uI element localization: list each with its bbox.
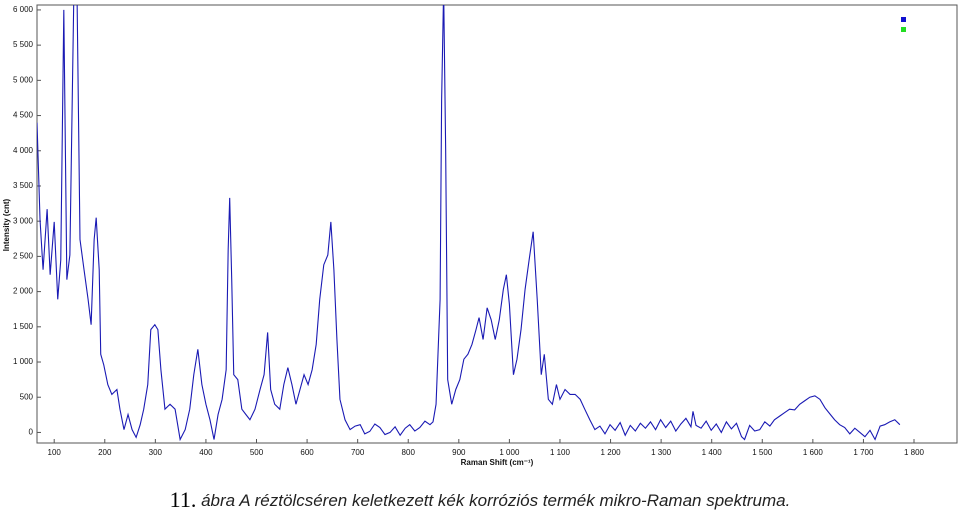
x-tick-label: 400 [199,448,213,457]
y-tick-label: 3 000 [13,216,34,225]
y-tick-label: 6 000 [13,5,34,14]
x-tick-label: 1 700 [853,448,874,457]
x-tick-label: 200 [98,448,112,457]
x-tick-label: 500 [250,448,264,457]
caption-number: 11. [170,487,197,512]
y-tick-label: 3 500 [13,181,34,190]
x-tick-label: 100 [48,448,62,457]
x-tick-label: 900 [452,448,466,457]
x-tick-label: 300 [149,448,163,457]
x-tick-label: 600 [300,448,314,457]
spectrum-line [37,5,901,442]
y-tick-label: 1 000 [13,357,34,366]
x-tick-label: 1 800 [904,448,925,457]
y-tick-label: 2 000 [13,287,34,296]
y-tick-label: 2 500 [13,252,34,261]
x-tick-label: 800 [402,448,416,457]
y-tick-label: 4 500 [13,111,34,120]
x-tick-label: 1 000 [499,448,520,457]
x-tick-label: 1 200 [601,448,622,457]
x-tick-label: 1 600 [803,448,824,457]
x-tick-label: 1 300 [651,448,672,457]
y-tick-label: 500 [20,392,34,401]
y-tick-label: 5 000 [13,75,34,84]
x-axis-label: Raman Shift (cm⁻¹) [461,458,534,467]
legend-marker [901,17,906,22]
y-axis-label: Intensity (cnt) [2,198,11,251]
plot-area [37,5,901,442]
caption-text: ábra A réztölcséren keletkezett kék korr… [196,491,790,510]
y-tick-label: 5 500 [13,40,34,49]
y-tick-label: 4 000 [13,146,34,155]
y-tick-label: 1 500 [13,322,34,331]
x-tick-label: 1 100 [550,448,571,457]
x-tick-label: 1 500 [752,448,773,457]
caption: 11. ábra A réztölcséren keletkezett kék … [170,487,791,512]
x-tick-label: 700 [351,448,365,457]
legend-marker [901,27,906,32]
y-tick-label: 0 [29,428,34,437]
plot-frame [36,4,958,444]
x-tick-label: 1 400 [702,448,723,457]
